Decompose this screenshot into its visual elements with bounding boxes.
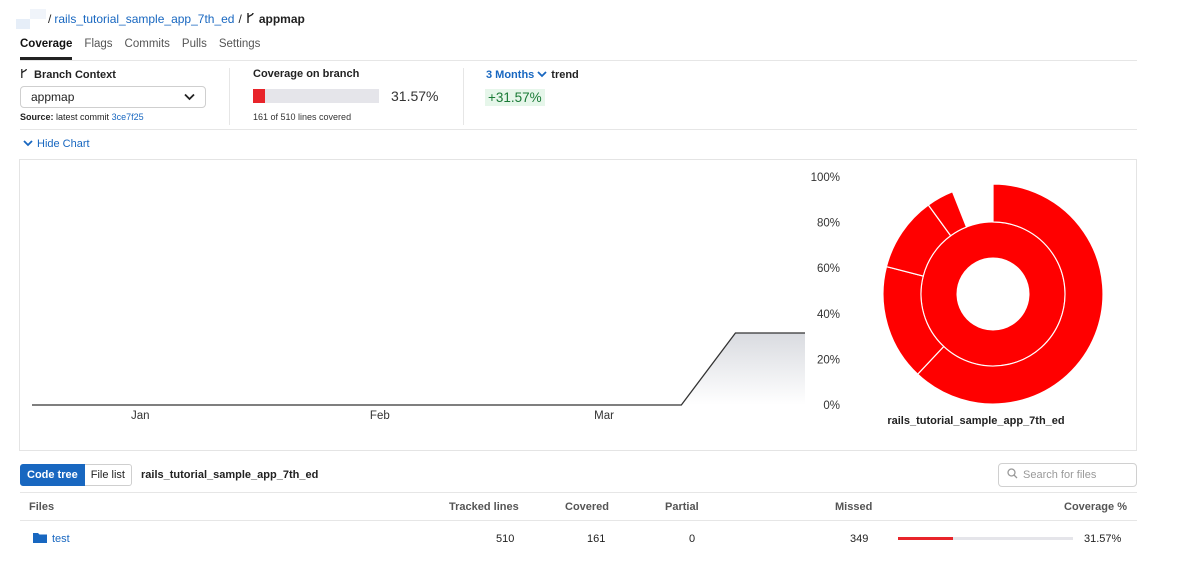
- coverage-cell: 31.57%: [1084, 533, 1122, 545]
- search-input[interactable]: Search for files: [1023, 469, 1097, 481]
- breadcrumb-branch: appmap: [258, 12, 305, 26]
- coverage-area: [32, 333, 805, 405]
- breadcrumb-separator: /: [48, 12, 52, 26]
- x-tick-label: Jan: [131, 410, 150, 422]
- tabs-divider: [20, 60, 1137, 61]
- hide-chart-toggle[interactable]: Hide Chart: [23, 138, 90, 150]
- trend-value: +31.57%: [485, 89, 545, 106]
- file-list-button[interactable]: File list: [84, 464, 132, 486]
- branch-select-value: appmap: [31, 90, 75, 104]
- branch-coverage-percent: 31.57%: [391, 88, 439, 104]
- code-tree-button[interactable]: Code tree: [20, 464, 85, 486]
- column-files[interactable]: Files: [29, 501, 55, 513]
- column-coverage[interactable]: Coverage %: [1064, 501, 1127, 513]
- tab-pulls[interactable]: Pulls: [181, 38, 207, 50]
- tab-coverage[interactable]: Coverage: [20, 36, 73, 60]
- tracked-lines-cell: 510: [496, 533, 515, 545]
- commit-link[interactable]: 3ce7f25: [111, 112, 144, 122]
- coverage-charts-svg: Jan Feb Mar 100% 80% 60% 40% 20% 0% rails_tutoria…: [32, 172, 1104, 427]
- branch-icon: [246, 12, 256, 27]
- branch-source: Source: latest commit 3ce7f25: [20, 112, 144, 122]
- row-coverage-bar-fill: [898, 537, 954, 540]
- sunburst-outer-segment: [916, 183, 1104, 405]
- x-tick-label: Mar: [594, 410, 614, 422]
- org-avatar[interactable]: [16, 9, 46, 29]
- branch-context-title: Branch Context: [20, 68, 116, 82]
- y-tick-label: 40%: [817, 309, 840, 321]
- partial-cell: 0: [689, 533, 696, 545]
- y-tick-label: 0%: [823, 400, 840, 412]
- view-toggle: Code tree File list: [20, 464, 132, 486]
- chevron-down-icon: [23, 138, 33, 150]
- column-covered[interactable]: Covered: [565, 501, 610, 513]
- coverage-chart-panel: Jan Feb Mar 100% 80% 60% 40% 20% 0% rails_tutoria…: [19, 159, 1137, 451]
- breadcrumb-repo-link[interactable]: rails_tutorial_sample_app_7th_ed: [54, 12, 235, 26]
- folder-link[interactable]: test: [33, 532, 70, 546]
- y-tick-label: 80%: [817, 218, 840, 230]
- table-divider: [20, 492, 1137, 493]
- branch-coverage-bar: [253, 89, 379, 103]
- tab-flags[interactable]: Flags: [84, 38, 113, 50]
- x-tick-label: Feb: [370, 410, 390, 422]
- column-missed[interactable]: Missed: [835, 501, 873, 513]
- repo-tabs: Coverage Flags Commits Pulls Settings: [20, 36, 272, 60]
- breadcrumb-separator: /: [238, 12, 242, 26]
- y-tick-label: 60%: [817, 263, 840, 275]
- tree-repo-name: rails_tutorial_sample_app_7th_ed: [141, 469, 319, 481]
- covered-cell: 161: [587, 533, 606, 545]
- column-tracked-lines[interactable]: Tracked lines: [449, 501, 519, 513]
- y-tick-label: 100%: [811, 172, 840, 184]
- y-tick-label: 20%: [817, 354, 840, 366]
- breadcrumb: / rails_tutorial_sample_app_7th_ed / app…: [16, 8, 305, 30]
- chevron-down-icon[interactable]: [537, 69, 547, 81]
- summary-divider: [20, 129, 1137, 130]
- branch-coverage-bar-fill: [253, 89, 266, 103]
- tab-commits[interactable]: Commits: [124, 38, 170, 50]
- coverage-on-branch-title: Coverage on branch: [253, 68, 360, 80]
- tab-settings[interactable]: Settings: [218, 38, 261, 50]
- search-files[interactable]: Search for files: [998, 463, 1137, 487]
- trend-header: 3 Months trend: [486, 69, 579, 81]
- lines-covered: 161 of 510 lines covered: [253, 112, 352, 122]
- branch-icon: [20, 68, 29, 82]
- sunburst-outer-segment: [927, 190, 968, 237]
- chevron-down-icon: [184, 90, 195, 104]
- table-header-divider: [20, 520, 1137, 521]
- branch-select[interactable]: appmap: [20, 86, 206, 108]
- sunburst-inner-segment: [920, 221, 1066, 367]
- sunburst-title: rails_tutorial_sample_app_7th_ed: [887, 415, 1064, 427]
- coverage-line: [32, 332, 805, 406]
- folder-icon: [33, 532, 47, 546]
- section-divider: [463, 68, 464, 125]
- missed-cell: 349: [850, 533, 869, 545]
- row-coverage-bar: [898, 537, 1073, 540]
- search-icon: [1007, 468, 1018, 482]
- section-divider: [229, 68, 230, 125]
- trend-label: trend: [551, 69, 579, 81]
- column-partial[interactable]: Partial: [665, 501, 699, 513]
- trend-period-select[interactable]: 3 Months: [486, 69, 535, 81]
